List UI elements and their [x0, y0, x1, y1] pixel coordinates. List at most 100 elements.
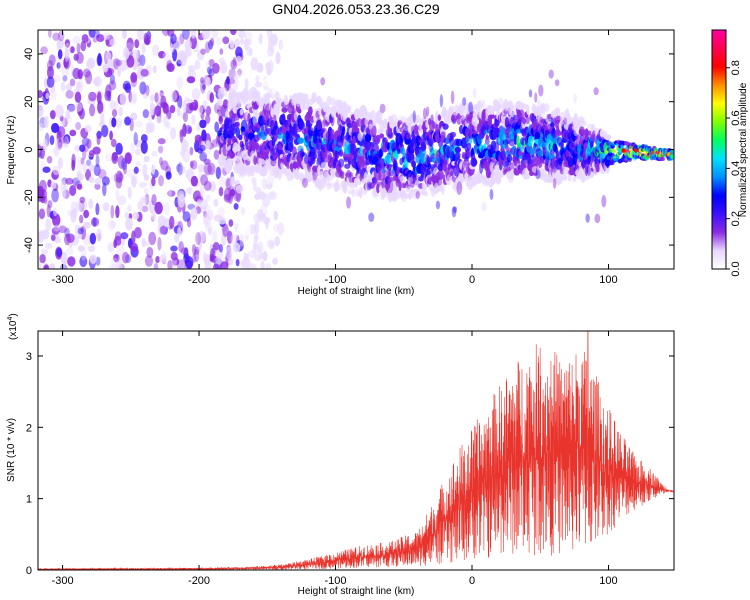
noise-blob: [96, 134, 101, 146]
noise-blob: [248, 263, 257, 269]
signal-blob: [315, 118, 323, 131]
noise-blob: [215, 36, 222, 46]
noise-blob: [196, 199, 202, 207]
noise-blob: [154, 92, 159, 103]
noise-blob: [124, 83, 132, 94]
noise-blob: [255, 75, 260, 84]
noise-blob: [239, 38, 244, 45]
noise-blob: [204, 204, 211, 214]
signal-blob: [320, 77, 326, 86]
signal-blob: [601, 195, 607, 208]
signal-blob: [299, 120, 305, 129]
signal-blob: [379, 103, 386, 114]
noise-blob: [155, 116, 163, 124]
noise-blob: [176, 76, 184, 90]
signal-blob: [238, 134, 243, 141]
signal-blob: [274, 91, 280, 100]
noise-blob: [207, 162, 216, 176]
noise-blob: [75, 200, 83, 212]
noise-blob: [272, 223, 280, 233]
noise-blob: [200, 80, 206, 94]
signal-blob: [506, 154, 513, 163]
noise-blob: [118, 172, 124, 182]
signal-blob: [254, 91, 261, 97]
noise-blob: [177, 226, 182, 238]
noise-blob: [235, 184, 244, 194]
noise-blob: [46, 76, 55, 88]
signal-blob: [301, 177, 308, 188]
noise-blob: [228, 185, 237, 196]
noise-blob: [142, 163, 148, 178]
noise-blob: [169, 104, 176, 114]
noise-blob: [82, 68, 91, 78]
noise-blob: [65, 90, 74, 99]
noise-blob: [44, 242, 53, 250]
noise-blob: [39, 254, 46, 264]
noise-blob: [38, 260, 42, 269]
signal-blob: [481, 99, 486, 109]
noise-blob: [49, 263, 56, 269]
noise-blob: [75, 121, 82, 131]
signal-blob: [412, 188, 420, 196]
signal-blob: [521, 118, 527, 125]
signal-blob: [323, 134, 329, 144]
noise-blob: [60, 136, 67, 144]
noise-blob: [145, 122, 151, 135]
signal-blob: [387, 179, 394, 194]
noise-blob: [105, 153, 113, 162]
noise-blob: [56, 38, 65, 49]
noise-blob: [266, 174, 275, 185]
noise-blob: [157, 138, 166, 145]
noise-blob: [143, 187, 149, 196]
signal-blob: [562, 174, 568, 181]
signal-blob: [370, 110, 376, 119]
spectrogram-y-tick-label: 40: [23, 48, 35, 60]
signal-blob: [489, 113, 495, 119]
noise-blob: [129, 242, 139, 252]
noise-blob: [48, 30, 52, 38]
noise-blob: [214, 121, 220, 133]
noise-blob: [85, 70, 93, 85]
signal-blob: [424, 191, 428, 197]
noise-blob: [215, 255, 222, 266]
noise-blob: [51, 226, 60, 235]
noise-blob: [135, 148, 141, 156]
signal-blob: [403, 193, 410, 199]
noise-blob: [114, 231, 122, 242]
noise-blob: [56, 62, 61, 69]
signal-blob: [304, 93, 309, 100]
signal-blob: [297, 108, 302, 114]
noise-blob: [212, 263, 220, 269]
noise-blob: [199, 144, 206, 152]
noise-blob: [130, 173, 139, 186]
noise-blob: [190, 160, 198, 170]
signal-blob: [528, 89, 533, 98]
signal-blob: [458, 183, 463, 190]
noise-blob: [53, 224, 61, 232]
noise-blob: [119, 59, 128, 72]
noise-blob: [101, 176, 110, 186]
noise-blob: [202, 100, 208, 110]
noise-blob: [180, 111, 186, 120]
noise-blob: [76, 42, 81, 54]
noise-blob: [96, 91, 102, 105]
noise-blob: [209, 37, 215, 47]
noise-blob: [257, 62, 263, 72]
noise-blob: [205, 60, 211, 72]
noise-blob: [86, 159, 92, 167]
noise-blob: [261, 36, 267, 49]
signal-blob: [297, 137, 305, 144]
noise-blob: [186, 76, 196, 84]
signal-blob: [288, 141, 294, 153]
noise-blob: [88, 176, 95, 184]
signal-blob: [368, 182, 376, 189]
noise-blob: [110, 204, 115, 219]
noise-blob: [207, 226, 212, 236]
noise-blob: [127, 204, 132, 212]
signal-blob: [357, 149, 365, 157]
noise-blob: [242, 256, 251, 269]
noise-blob: [94, 178, 102, 185]
snr-x-tick-label: 0: [469, 575, 475, 587]
signal-blob: [341, 126, 346, 136]
noise-blob: [139, 196, 148, 204]
